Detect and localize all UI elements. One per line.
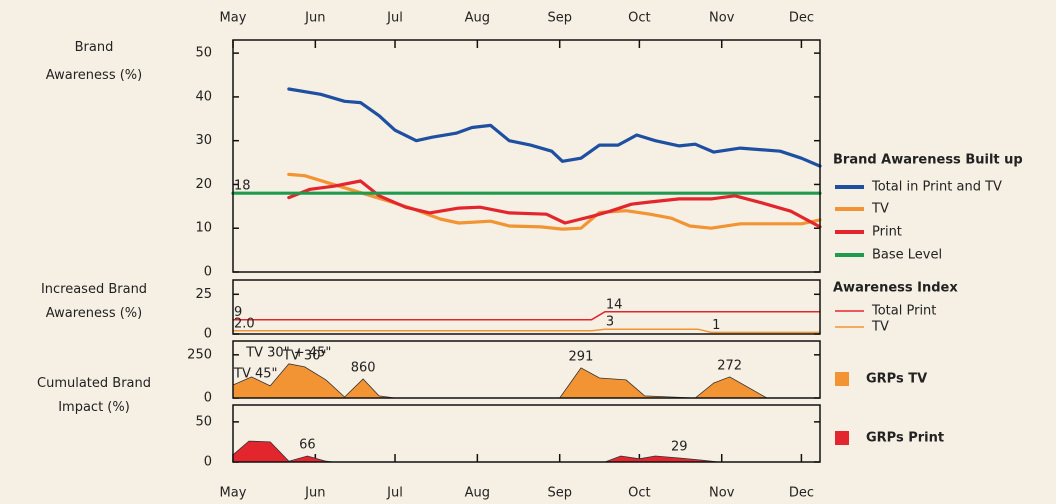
data-label: 66: [299, 437, 316, 452]
y-tick-label: 250: [187, 347, 212, 362]
data-label: 14: [606, 297, 623, 312]
data-label: TV 45": [233, 367, 278, 382]
x-tick-label: Nov: [709, 11, 735, 26]
x-tick-label: Sep: [547, 486, 572, 501]
x-tick-label: Jun: [304, 11, 325, 26]
y-tick-label: 0: [204, 327, 212, 342]
y-tick-label: 40: [195, 89, 212, 104]
panel-frame: [232, 279, 821, 335]
x-tick-label: Dec: [789, 486, 814, 501]
legend-title: Brand Awareness Built up: [833, 153, 1023, 168]
data-label: 29: [671, 439, 688, 454]
panel-frame: [232, 39, 821, 273]
x-tick-label: Sep: [547, 11, 572, 26]
series-line: [287, 172, 822, 231]
legend-label: TV: [871, 202, 889, 217]
y-tick-label: 0: [204, 265, 212, 280]
y-tick-label: 20: [195, 177, 212, 192]
data-label: 3: [606, 315, 614, 330]
y-axis-label: Increased Brand Awareness (%): [40, 282, 148, 321]
legend-swatch: [835, 372, 849, 386]
legend-label: Total in Print and TV: [871, 180, 1002, 195]
data-label: TV 30": [282, 348, 327, 363]
data-label: 1: [712, 318, 720, 333]
y-tick-label: 50: [195, 46, 212, 61]
x-tick-label: May: [220, 11, 247, 26]
y-tick-label: 0: [204, 455, 212, 470]
data-label: 860: [351, 361, 376, 376]
x-tick-label: Jul: [386, 11, 403, 26]
legend-swatch: [835, 431, 849, 445]
y-tick-label: 0: [204, 391, 212, 406]
legend-label: TV: [871, 320, 889, 335]
x-tick-label: Nov: [709, 486, 735, 501]
legend-title: Awareness Index: [833, 281, 958, 296]
data-label: 9: [234, 305, 242, 320]
x-tick-label: May: [220, 486, 247, 501]
data-label: 291: [569, 349, 594, 364]
y-tick-label: 10: [195, 221, 212, 236]
x-tick-label: Oct: [628, 486, 650, 501]
series-line: [287, 87, 822, 168]
data-label: 18: [234, 179, 251, 194]
y-tick-label: 50: [195, 414, 212, 429]
x-tick-label: Jun: [304, 486, 325, 501]
x-tick-label: Aug: [465, 486, 490, 501]
panel-frame: [232, 340, 821, 399]
series-area: [232, 440, 820, 463]
x-tick-label: Oct: [628, 11, 650, 26]
series-line: [287, 179, 822, 229]
data-label: TV 30" + 45": [245, 345, 331, 360]
data-label: 2.0: [234, 316, 255, 331]
legend-label: Base Level: [872, 248, 942, 263]
legend-label: Print: [872, 225, 902, 240]
x-tick-label: Jul: [386, 486, 403, 501]
panel-frame: [232, 404, 821, 463]
y-tick-label: 25: [195, 287, 212, 302]
series-line: [232, 311, 821, 321]
y-axis-label: Brand Awareness (%): [45, 40, 143, 83]
x-tick-label: Dec: [789, 11, 814, 26]
x-tick-label: Aug: [465, 11, 490, 26]
legend-label: Total Print: [871, 304, 936, 319]
y-axis-label: Cumulated Brand Impact (%): [37, 376, 151, 415]
series-line: [232, 328, 821, 334]
legend-label: GRPs Print: [866, 431, 944, 446]
y-tick-label: 30: [195, 133, 212, 148]
data-label: 272: [717, 358, 742, 373]
legend-label: GRPs TV: [866, 372, 927, 387]
